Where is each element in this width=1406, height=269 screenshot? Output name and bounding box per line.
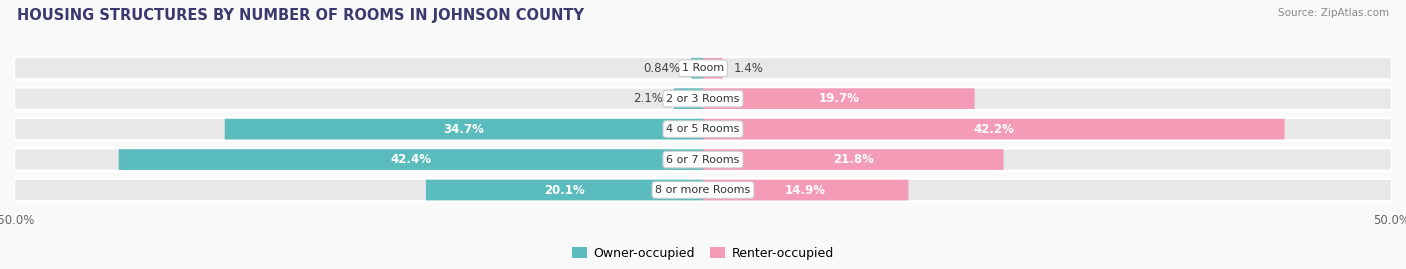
FancyBboxPatch shape [14,87,1392,110]
Text: 6 or 7 Rooms: 6 or 7 Rooms [666,155,740,165]
FancyBboxPatch shape [118,149,703,170]
FancyBboxPatch shape [703,119,1285,139]
FancyBboxPatch shape [225,119,703,139]
FancyBboxPatch shape [14,179,1392,201]
FancyBboxPatch shape [703,58,723,79]
Text: 8 or more Rooms: 8 or more Rooms [655,185,751,195]
Text: 4 or 5 Rooms: 4 or 5 Rooms [666,124,740,134]
Text: Source: ZipAtlas.com: Source: ZipAtlas.com [1278,8,1389,18]
FancyBboxPatch shape [692,58,703,79]
FancyBboxPatch shape [426,180,703,200]
FancyBboxPatch shape [703,149,1004,170]
FancyBboxPatch shape [673,88,703,109]
Text: 2.1%: 2.1% [633,92,664,105]
Text: 21.8%: 21.8% [832,153,873,166]
FancyBboxPatch shape [703,88,974,109]
Text: 1 Room: 1 Room [682,63,724,73]
FancyBboxPatch shape [14,118,1392,140]
Text: 1.4%: 1.4% [734,62,763,75]
Text: 42.2%: 42.2% [973,123,1014,136]
Text: 19.7%: 19.7% [818,92,859,105]
Text: 2 or 3 Rooms: 2 or 3 Rooms [666,94,740,104]
Text: 42.4%: 42.4% [391,153,432,166]
Text: 14.9%: 14.9% [785,183,827,197]
FancyBboxPatch shape [703,180,908,200]
FancyBboxPatch shape [14,57,1392,80]
Text: 0.84%: 0.84% [644,62,681,75]
Text: 34.7%: 34.7% [443,123,485,136]
Text: HOUSING STRUCTURES BY NUMBER OF ROOMS IN JOHNSON COUNTY: HOUSING STRUCTURES BY NUMBER OF ROOMS IN… [17,8,583,23]
Text: 20.1%: 20.1% [544,183,585,197]
Legend: Owner-occupied, Renter-occupied: Owner-occupied, Renter-occupied [568,242,838,265]
FancyBboxPatch shape [14,148,1392,171]
